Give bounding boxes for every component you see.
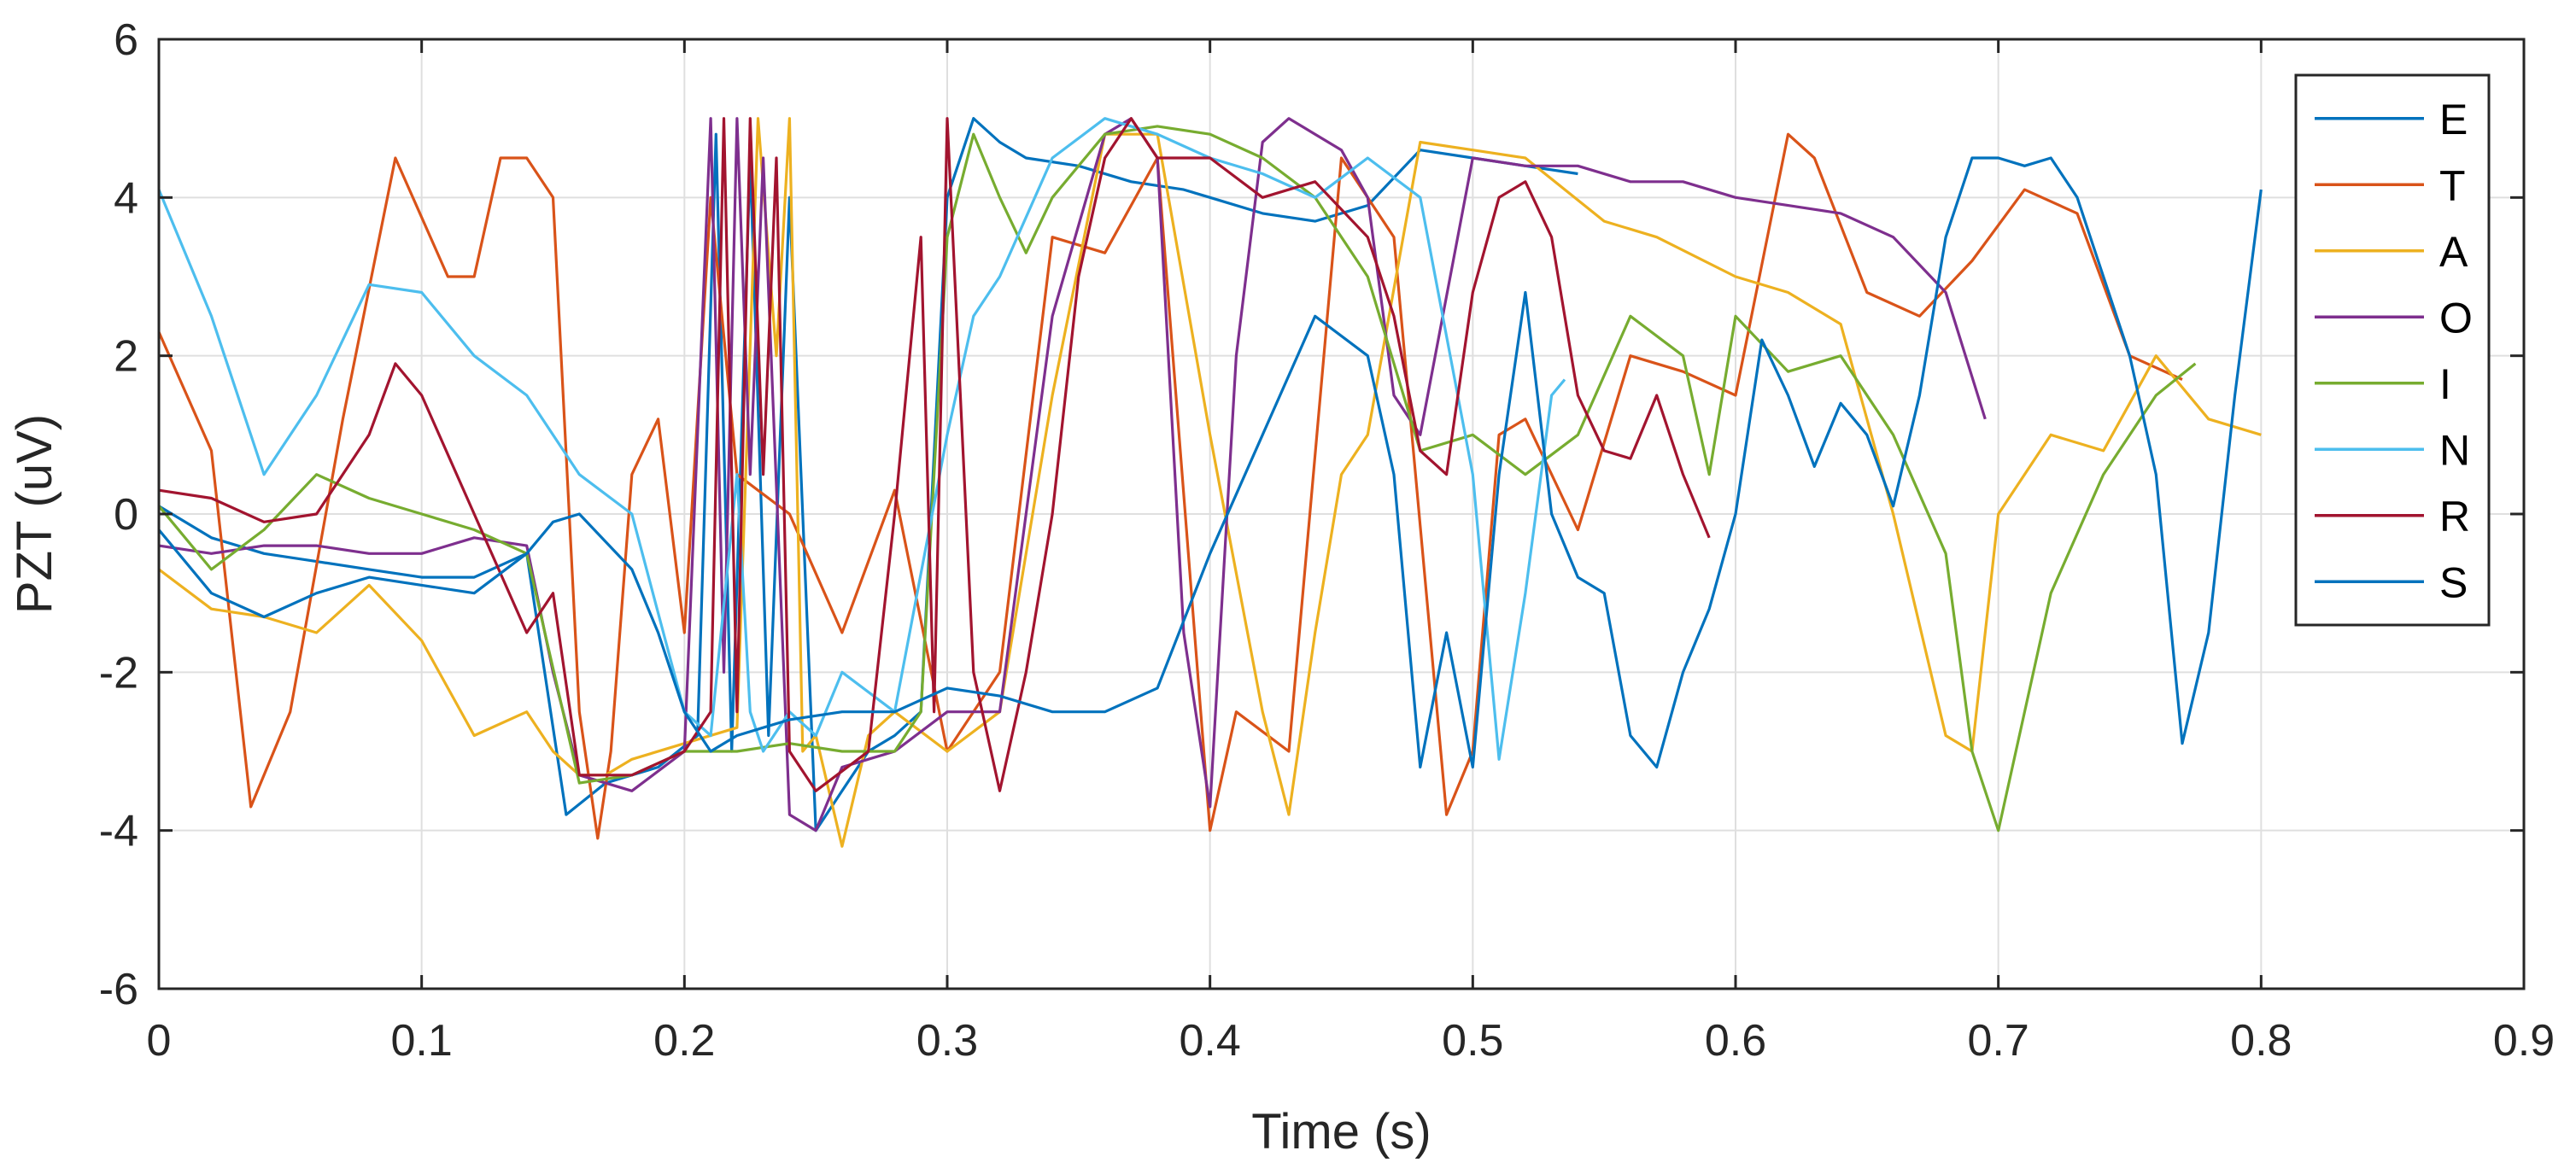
series-line-N <box>157 117 1566 761</box>
series-line-I <box>157 125 2197 832</box>
series-line-R <box>158 117 1711 792</box>
x-tick-label: 0.2 <box>653 1016 715 1066</box>
legend-box <box>2294 73 2491 627</box>
y-tick-label: -6 <box>99 965 138 1014</box>
legend-label: A <box>2439 228 2468 276</box>
series-line-E <box>158 117 1578 832</box>
y-axis-label: PZT (uV) <box>7 414 62 614</box>
legend-label: S <box>2439 558 2468 606</box>
legend-label: N <box>2439 426 2470 474</box>
x-tick-label: 0.7 <box>1968 1016 2029 1066</box>
x-tick-label: 0.4 <box>1180 1016 1241 1066</box>
y-tick-label: 2 <box>114 332 138 382</box>
y-tick-label: 6 <box>114 15 138 65</box>
series-lines <box>157 117 2263 848</box>
legend-label: T <box>2439 161 2466 209</box>
series-line-T <box>157 132 2183 840</box>
series-line-O <box>158 117 1987 832</box>
series-line-S <box>157 156 2263 769</box>
x-tick-label: 0.5 <box>1442 1016 1503 1066</box>
y-tick-label: -2 <box>99 648 138 698</box>
axes <box>157 38 2526 990</box>
x-tick-label: 0.6 <box>1705 1016 1766 1066</box>
y-tick-label: 0 <box>114 490 138 540</box>
x-tick-label: 0 <box>147 1016 172 1066</box>
x-tick-label: 0.3 <box>916 1016 978 1066</box>
y-tick-label: 4 <box>114 173 138 223</box>
legend-label: E <box>2439 96 2468 143</box>
y-tick-label: -4 <box>99 807 138 856</box>
x-tick-label: 0.9 <box>2493 1016 2555 1066</box>
legend-label: R <box>2439 493 2470 540</box>
legend-label: I <box>2439 360 2451 408</box>
x-axis-label: Time (s) <box>1251 1104 1431 1159</box>
grid <box>158 38 2525 990</box>
tick-labels: 0 0.1 0.2 0.3 0.4 0.5 0.6 0.7 0.8 0.9 -6 -4 -2 0 2 4 6 <box>99 15 2555 1066</box>
legend-label: O <box>2439 294 2473 342</box>
x-tick-label: 0.1 <box>391 1016 453 1066</box>
x-tick-label: 0.8 <box>2230 1016 2292 1066</box>
